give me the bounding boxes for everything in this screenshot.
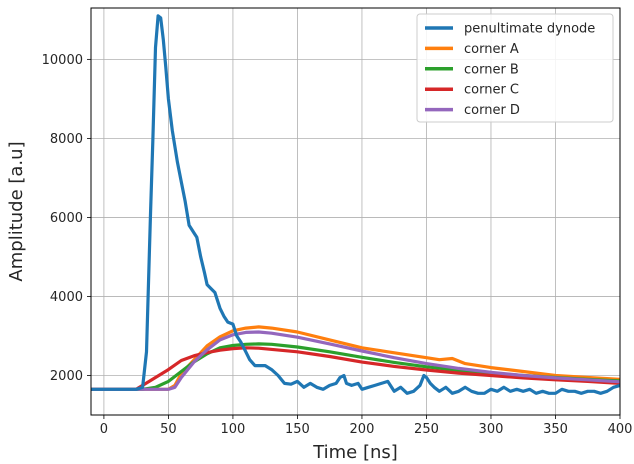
series-line-penultimate-dynode <box>91 14 620 395</box>
series-line-corner-c <box>91 346 620 391</box>
series-lines <box>91 14 620 395</box>
y-axis-label: Amplitude [a.u] <box>6 141 27 281</box>
y-tick-label: 4000 <box>50 290 83 305</box>
y-tick-label: 10000 <box>42 53 83 68</box>
y-tick-label: 8000 <box>50 132 83 147</box>
x-tick-label: 200 <box>350 422 375 437</box>
x-tick-label: 400 <box>608 422 633 437</box>
legend-entry: penultimate dynode <box>464 22 595 37</box>
y-tick-label: 6000 <box>50 211 83 226</box>
x-axis-label: Time [ns] <box>312 442 398 463</box>
axis-ticks: 0 50 100 150 200 250 300 350 400 2000 4000 6000 8000… <box>42 53 633 437</box>
series-line-corner-d <box>91 330 620 391</box>
plot-frame <box>90 7 621 416</box>
legend-entry: corner B <box>464 62 519 77</box>
legend-entry: corner C <box>464 83 519 98</box>
legend-entry: corner A <box>464 42 519 57</box>
x-tick-label: 300 <box>479 422 504 437</box>
x-tick-label: 100 <box>221 422 246 437</box>
x-tick-label: 150 <box>285 422 310 437</box>
legend-box <box>416 13 614 123</box>
x-tick-label: 50 <box>160 422 177 437</box>
x-tick-label: 250 <box>414 422 439 437</box>
y-tick-label: 2000 <box>50 369 83 384</box>
x-tick-label: 350 <box>543 422 568 437</box>
x-tick-label: 0 <box>100 422 108 437</box>
legend-entry: corner D <box>464 103 520 118</box>
legend: penultimate dynode corner A corner B corner… <box>416 13 614 123</box>
